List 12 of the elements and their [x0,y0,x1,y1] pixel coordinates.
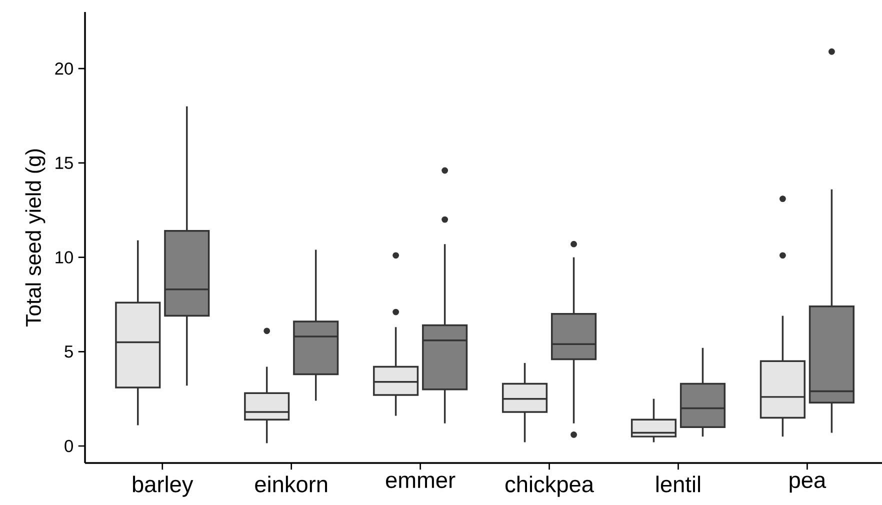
y-tick-label: 0 [64,440,73,452]
y-axis-title: Total seed yield (g) [25,149,46,327]
y-tick-label: 15 [56,156,73,169]
x-tick-label: emmer [386,476,456,488]
y-tick-label: 10 [56,251,73,264]
y-tick-label: 5 [64,346,73,358]
y-tick-label: 20 [55,62,73,75]
x-tick-label: barley [132,476,194,497]
x-tick-label: pea [790,476,826,493]
x-tick-label: chickpea [506,476,594,497]
x-tick-label: lentil [656,476,700,492]
x-tick-label: einkorn [255,476,328,492]
